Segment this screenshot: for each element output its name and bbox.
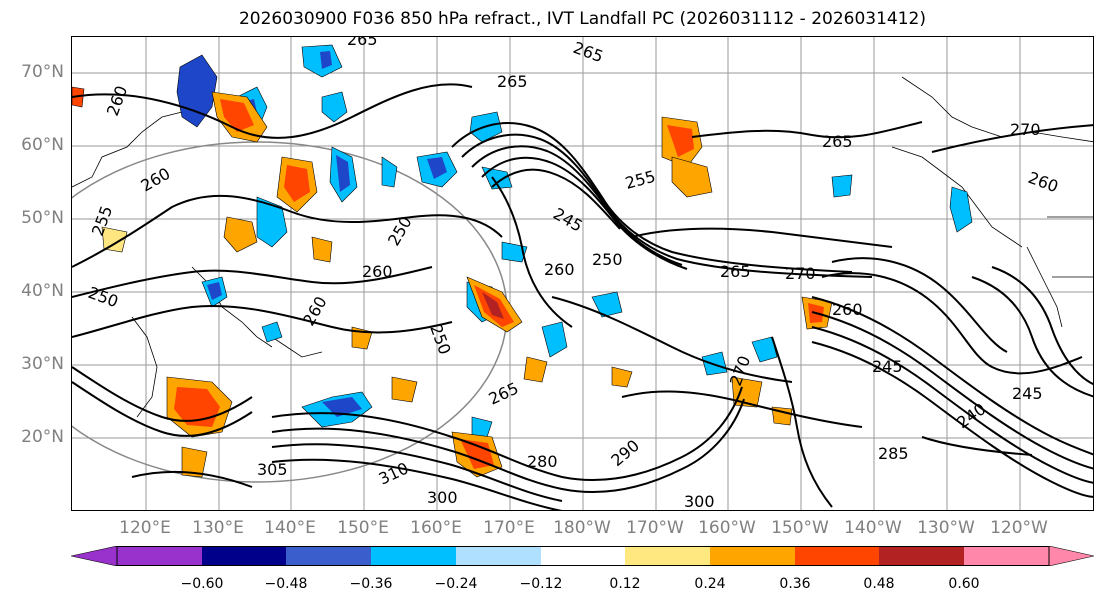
colorbar-tick: −0.24 (434, 576, 478, 592)
contour-label: 265 (497, 72, 528, 91)
contour-label: 265 (571, 38, 606, 66)
colorbar-svg (70, 545, 1095, 567)
colorbar-extend-min (70, 545, 118, 567)
colorbar-tick: 0.60 (948, 576, 980, 592)
lat-label-30n: 30°N (21, 354, 64, 374)
colorbar-segment (456, 546, 541, 566)
lon-label-120w: 120°W (990, 518, 1048, 538)
negative-anomaly-fills (176, 44, 973, 438)
contour-label: 310 (376, 458, 412, 488)
colorbar-tick: 0.36 (779, 576, 811, 592)
colorbar-border (116, 546, 1050, 566)
graticule (72, 37, 1093, 510)
colorbar-tick: −0.60 (180, 576, 224, 592)
colorbar (70, 545, 1095, 567)
lon-label-170w: 170°W (626, 518, 684, 538)
lon-label-180w: 180°W (553, 518, 611, 538)
contour-label: 260 (1026, 168, 1061, 196)
contour-label: 280 (527, 452, 558, 471)
contour-label: 245 (550, 204, 586, 236)
contour-label: 250 (384, 213, 416, 249)
contour-label: 245 (872, 357, 903, 376)
lon-label-150w: 150°W (771, 518, 829, 538)
contour-label: 265 (486, 378, 522, 408)
lat-label-40n: 40°N (21, 281, 64, 301)
colorbar-segment (286, 546, 371, 566)
contour-label: 265 (822, 132, 853, 151)
colorbar-segment (117, 546, 202, 566)
contour-label: 260 (103, 83, 131, 118)
contour-label: 270 (785, 264, 816, 283)
contour-label: 260 (299, 293, 331, 329)
map-panel[interactable]: 265 265 260 265 255 260 245 250 255 250 … (71, 36, 1094, 511)
colorbar-segment (625, 546, 710, 566)
contour-label: 250 (592, 250, 623, 269)
map-title: 2026030900 F036 850 hPa refract., IVT La… (238, 9, 926, 29)
contour-label: 245 (1012, 384, 1043, 403)
contour-label: 300 (684, 492, 715, 511)
contour-label: 265 (347, 37, 378, 49)
colorbar-segment (795, 546, 879, 566)
colorbar-segment (541, 546, 625, 566)
colorbar-segment (710, 546, 795, 566)
colorbar-tick: 0.12 (609, 576, 641, 592)
contour-label: 270 (1010, 120, 1041, 139)
colorbar-tick: −0.36 (349, 576, 393, 592)
colorbar-segment (371, 546, 456, 566)
lon-label-130w: 130°W (917, 518, 975, 538)
lon-label-150e: 150°E (337, 518, 389, 538)
positive-anomaly-fills (72, 86, 833, 478)
lat-label-20n: 20°N (21, 427, 64, 447)
contour-label: 305 (257, 460, 288, 479)
lon-label-120e: 120°E (119, 518, 171, 538)
lon-label-130e: 130°E (192, 518, 244, 538)
contour-lines (72, 83, 1093, 510)
colorbar-segment (964, 546, 1049, 566)
contour-label: 260 (832, 300, 863, 319)
colorbar-extend-max (1048, 545, 1095, 567)
lon-label-160e: 160°E (410, 518, 462, 538)
lat-label-50n: 50°N (21, 208, 64, 228)
colorbar-tick: 0.24 (694, 576, 726, 592)
contour-label: 265 (720, 262, 751, 281)
contour-label: 260 (544, 260, 575, 279)
lon-label-160w: 160°W (698, 518, 756, 538)
colorbar-segment (202, 546, 286, 566)
lat-label-70n: 70°N (21, 62, 64, 82)
contour-label: 260 (362, 262, 393, 281)
contour-label: 240 (953, 399, 989, 432)
colorbar-tick: −0.48 (264, 576, 308, 592)
colorbar-tick: −0.12 (519, 576, 563, 592)
contour-label: 285 (878, 444, 909, 463)
contour-label: 300 (427, 488, 458, 507)
lon-label-140e: 140°E (264, 518, 316, 538)
lon-label-170e: 170°E (483, 518, 535, 538)
contour-label: 260 (138, 164, 174, 196)
map-canvas: 265 265 260 265 255 260 245 250 255 250 … (72, 37, 1093, 511)
contour-label: 290 (607, 436, 643, 470)
lon-label-140w: 140°W (844, 518, 902, 538)
contour-label: 255 (623, 167, 657, 193)
lat-label-60n: 60°N (21, 135, 64, 155)
colorbar-tick: 0.48 (863, 576, 895, 592)
colorbar-segment (879, 546, 964, 566)
contour-label: 250 (426, 322, 454, 357)
